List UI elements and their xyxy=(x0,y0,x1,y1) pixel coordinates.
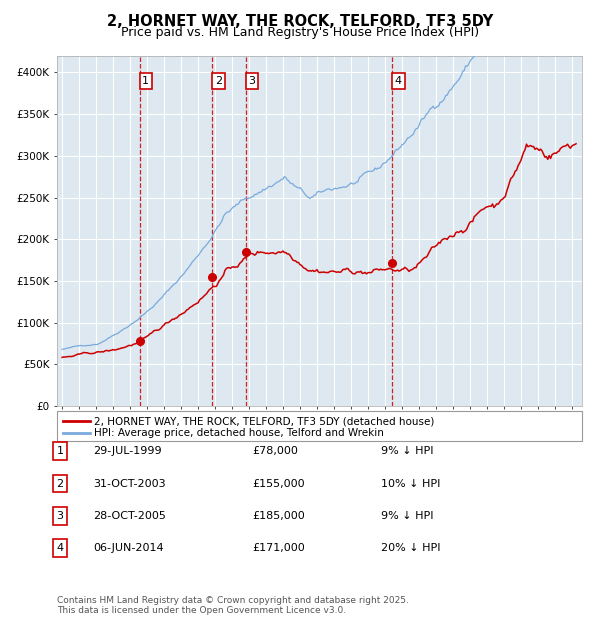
Text: 2: 2 xyxy=(56,479,64,489)
Text: 3: 3 xyxy=(56,511,64,521)
Text: 3: 3 xyxy=(248,76,256,86)
Text: 2, HORNET WAY, THE ROCK, TELFORD, TF3 5DY: 2, HORNET WAY, THE ROCK, TELFORD, TF3 5D… xyxy=(107,14,493,29)
Text: 2: 2 xyxy=(215,76,222,86)
Text: 1: 1 xyxy=(142,76,149,86)
Text: 31-OCT-2003: 31-OCT-2003 xyxy=(93,479,166,489)
Text: £171,000: £171,000 xyxy=(252,543,305,553)
Text: 9% ↓ HPI: 9% ↓ HPI xyxy=(381,511,433,521)
Text: 28-OCT-2005: 28-OCT-2005 xyxy=(93,511,166,521)
Text: 1: 1 xyxy=(56,446,64,456)
Text: £155,000: £155,000 xyxy=(252,479,305,489)
Text: Contains HM Land Registry data © Crown copyright and database right 2025.
This d: Contains HM Land Registry data © Crown c… xyxy=(57,596,409,615)
Text: 2, HORNET WAY, THE ROCK, TELFORD, TF3 5DY (detached house): 2, HORNET WAY, THE ROCK, TELFORD, TF3 5D… xyxy=(94,417,434,427)
Text: HPI: Average price, detached house, Telford and Wrekin: HPI: Average price, detached house, Telf… xyxy=(94,428,384,438)
Text: 20% ↓ HPI: 20% ↓ HPI xyxy=(381,543,440,553)
Text: 29-JUL-1999: 29-JUL-1999 xyxy=(93,446,161,456)
Text: 10% ↓ HPI: 10% ↓ HPI xyxy=(381,479,440,489)
Text: 4: 4 xyxy=(56,543,64,553)
Text: 06-JUN-2014: 06-JUN-2014 xyxy=(93,543,164,553)
Text: Price paid vs. HM Land Registry's House Price Index (HPI): Price paid vs. HM Land Registry's House … xyxy=(121,26,479,39)
Text: £185,000: £185,000 xyxy=(252,511,305,521)
Text: £78,000: £78,000 xyxy=(252,446,298,456)
Text: 9% ↓ HPI: 9% ↓ HPI xyxy=(381,446,433,456)
Text: 4: 4 xyxy=(395,76,402,86)
